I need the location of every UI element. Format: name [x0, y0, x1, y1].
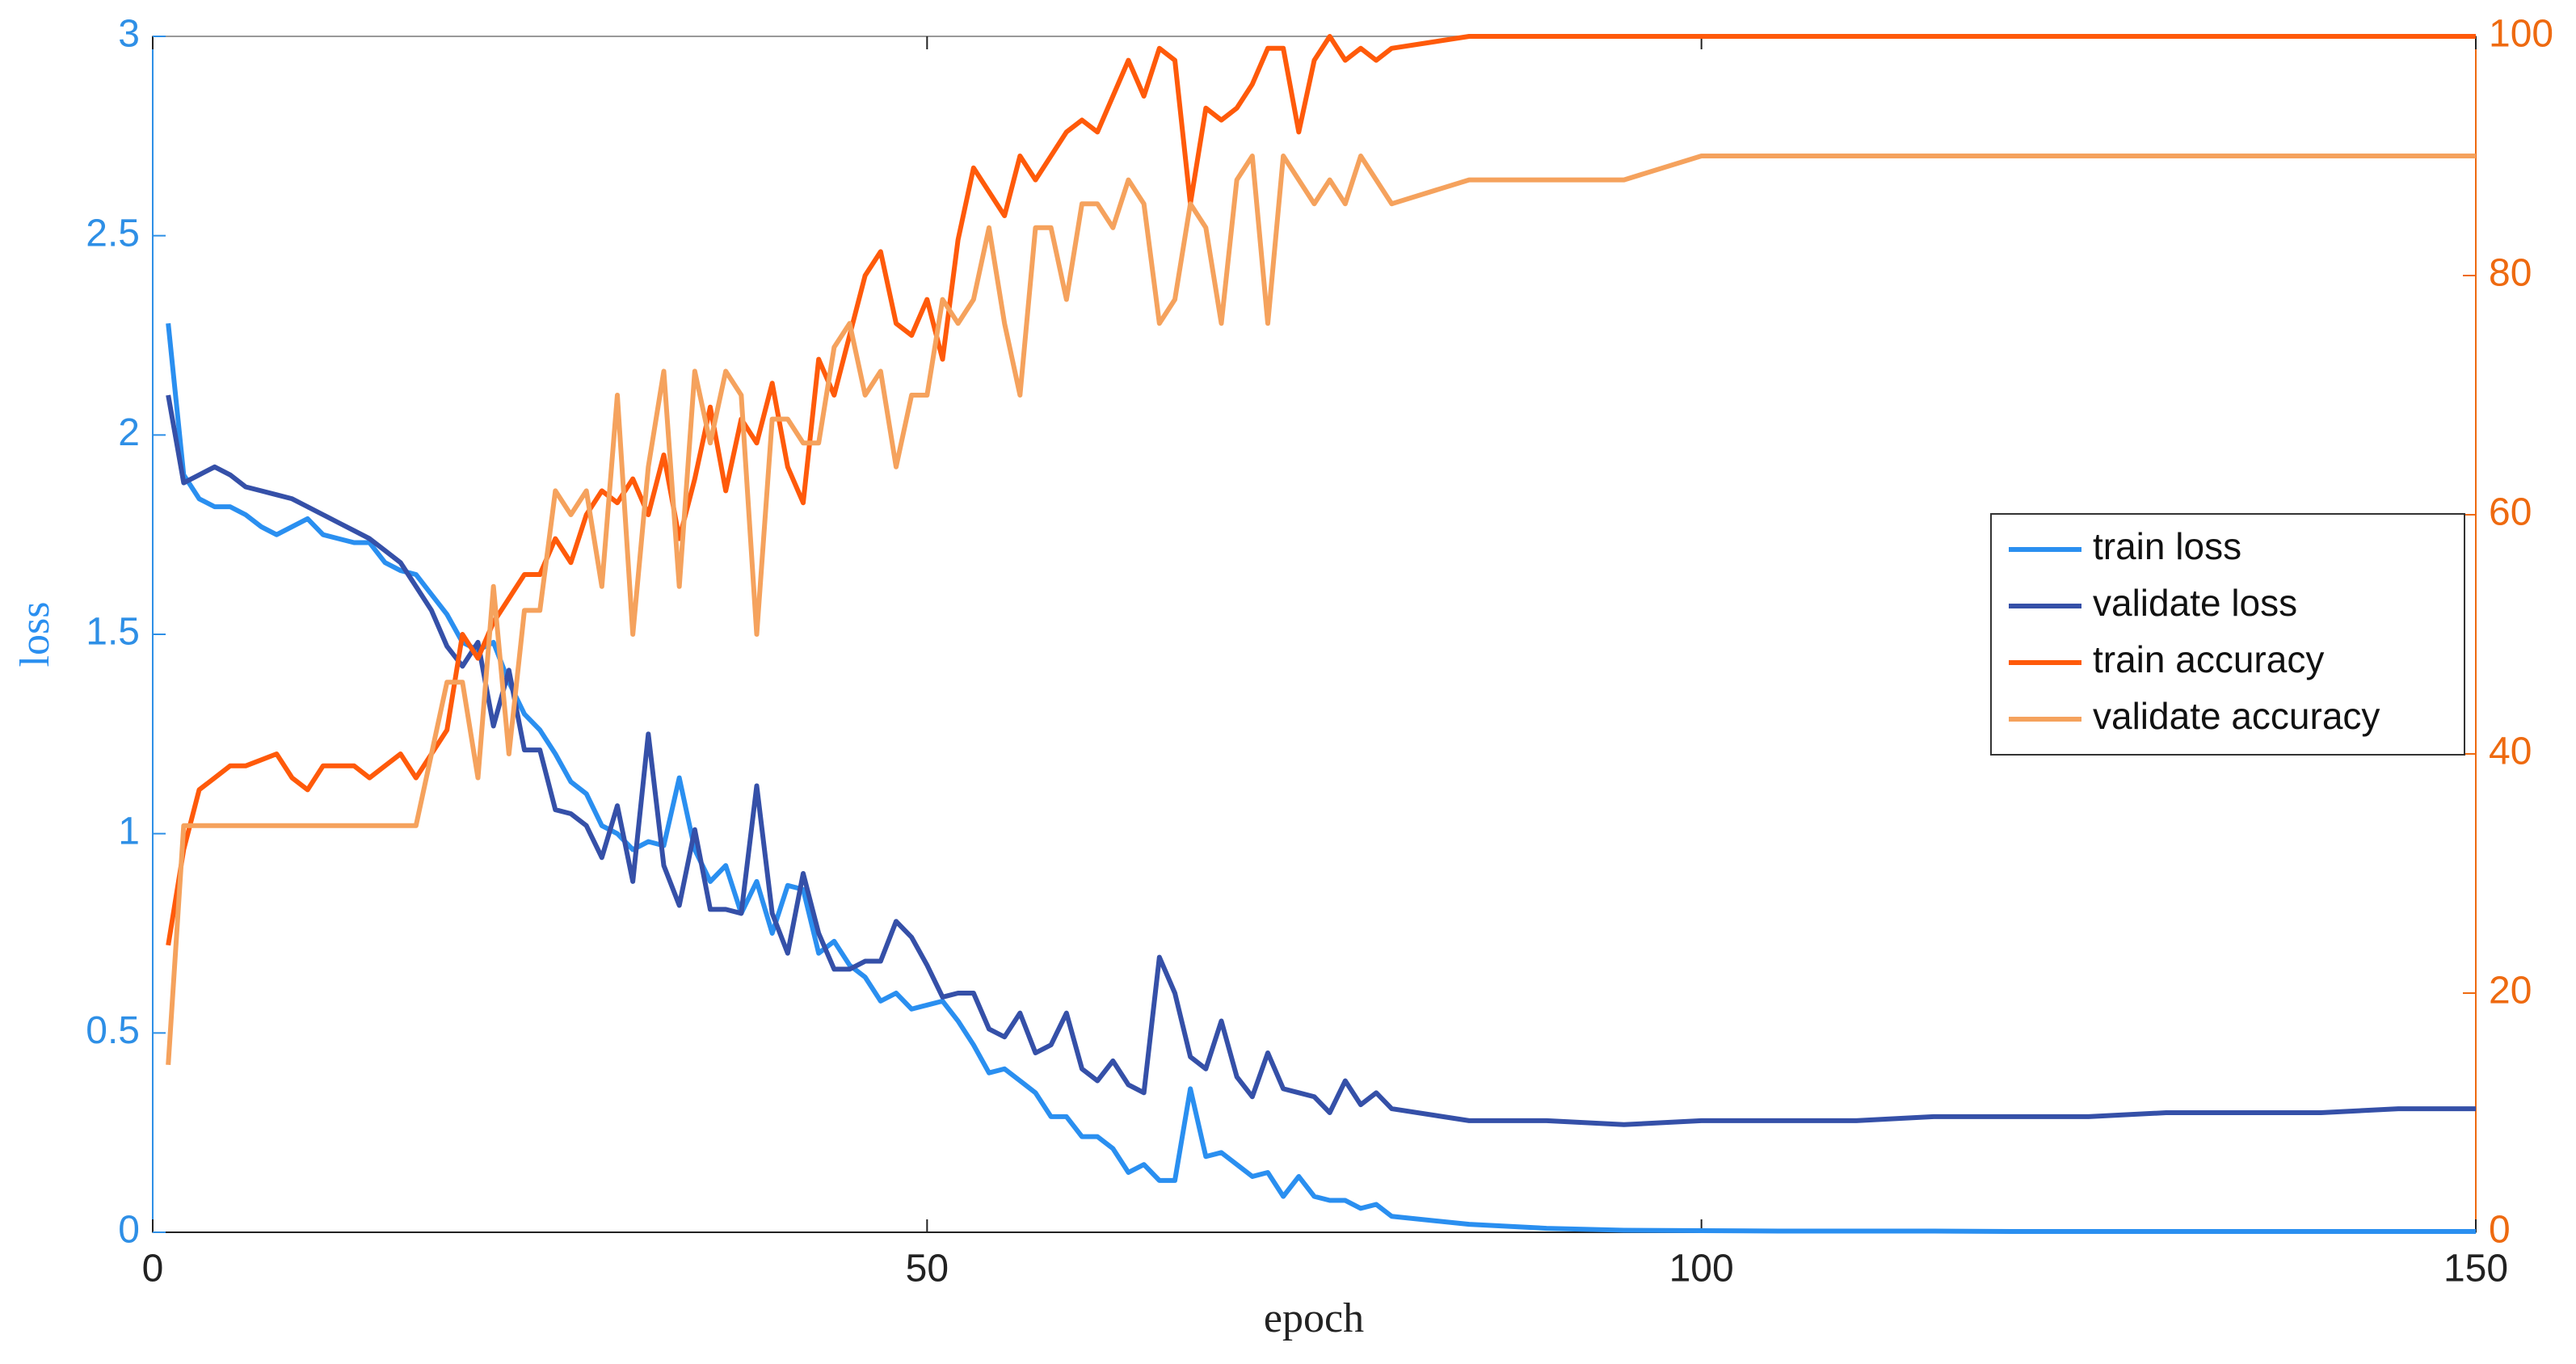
legend-label: train accuracy [2093, 638, 2324, 680]
series-line [166, 394, 2476, 1127]
x-tick-label: 0 [142, 1248, 164, 1290]
legend-box [1990, 513, 2465, 756]
legend-label: validate loss [2093, 582, 2297, 624]
legend-label: validate accuracy [2093, 695, 2380, 737]
y2-tick-label: 80 [2489, 252, 2532, 295]
y-tick-label: 2.5 [86, 212, 140, 255]
y2-tick-label: 40 [2489, 730, 2532, 773]
y-tick-label: 0.5 [86, 1009, 140, 1052]
y-tick-label: 0 [118, 1209, 140, 1252]
x-tick-label: 100 [1669, 1248, 1734, 1290]
y-tick-label: 2 [118, 411, 140, 454]
y-tick-label: 1.5 [86, 611, 140, 654]
y2-tick-label: 60 [2489, 491, 2532, 534]
y-tick-label: 3 [118, 13, 140, 56]
x-axis-label: epoch [1264, 1295, 1364, 1341]
y2-tick-label: 0 [2489, 1209, 2511, 1252]
series-line [166, 34, 2476, 946]
x-tick-label: 150 [2443, 1248, 2508, 1290]
series-line [166, 322, 2476, 1235]
y-tick-label: 1 [118, 810, 140, 852]
y-axis-label: loss [12, 602, 58, 667]
series-line [166, 154, 2476, 1065]
legend-label: train loss [2093, 525, 2241, 567]
y2-tick-label: 20 [2489, 970, 2532, 1012]
y2-tick-label: 100 [2489, 13, 2553, 56]
x-tick-label: 50 [906, 1248, 949, 1290]
